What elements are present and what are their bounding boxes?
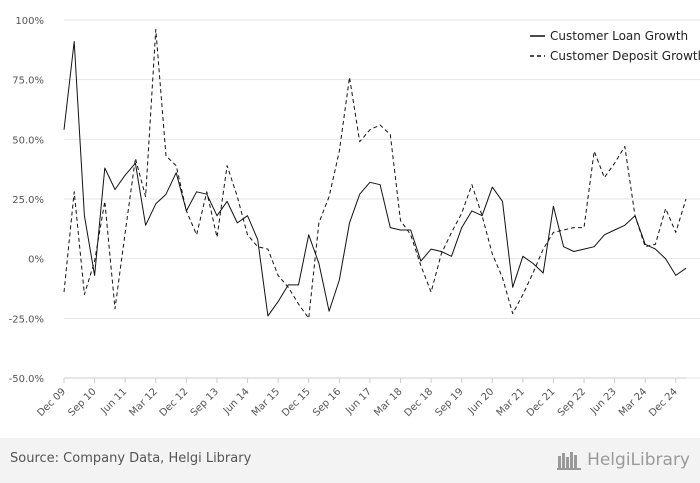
x-tick-label: Sep 22 [556, 386, 588, 418]
legend: Customer Loan Growth Customer Deposit Gro… [530, 29, 700, 63]
x-tick-label: Sep 10 [66, 386, 98, 418]
x-tick-label: Jun 23 [588, 386, 619, 417]
legend-label: Customer Loan Growth [550, 29, 688, 43]
series-lines [63, 29, 687, 319]
y-axis-tick-labels: 100% 75.0% 50.0% 25.0% 0% -25.0% -50.0% [9, 16, 44, 385]
gridlines [64, 19, 700, 379]
helgi-library-logo: Helgi Library [557, 448, 690, 472]
y-tick-label: 0% [28, 255, 44, 266]
x-tick-label: Dec 09 [35, 386, 68, 419]
brand-name-first: Helgi [587, 450, 631, 470]
series-line-loan-growth [63, 41, 687, 317]
brand-name-second: Library [630, 450, 690, 470]
x-tick-label: Mar 18 [372, 386, 404, 418]
x-tick-label: Mar 15 [250, 386, 282, 418]
x-tick-label: Dec 15 [280, 386, 313, 419]
x-tick-label: Mar 12 [128, 386, 160, 418]
y-tick-label: 100% [15, 16, 44, 27]
y-tick-label: -25.0% [9, 314, 44, 325]
x-tick-label: Jun 17 [343, 386, 374, 417]
x-tick-label: Dec 24 [647, 386, 680, 419]
x-tick-label: Dec 21 [525, 386, 558, 419]
legend-label: Customer Deposit Growth [550, 49, 700, 63]
series-line-deposit-growth [63, 29, 687, 319]
footer: Source: Company Data, Helgi Library Helg… [0, 438, 700, 483]
x-tick-label: Dec 12 [158, 386, 191, 419]
x-tick-label: Mar 24 [617, 386, 649, 418]
source-text: Source: Company Data, Helgi Library [10, 451, 252, 466]
y-tick-label: -50.0% [9, 374, 44, 385]
x-tick-label: Jun 11 [99, 386, 130, 417]
x-tick-label: Sep 16 [311, 386, 343, 418]
y-tick-label: 25.0% [12, 195, 44, 206]
x-tick-label: Jun 14 [221, 386, 252, 417]
x-tick-label: Sep 19 [433, 386, 465, 418]
line-chart: 100% 75.0% 50.0% 25.0% 0% -25.0% -50.0% Dec 09… [9, 16, 700, 419]
library-icon [557, 452, 582, 470]
x-tick-label: Jun 20 [466, 386, 497, 417]
x-tick-label: Dec 18 [402, 386, 435, 419]
y-tick-label: 50.0% [12, 135, 44, 146]
y-tick-label: 75.0% [12, 76, 44, 87]
x-tick-label: Mar 21 [495, 386, 527, 418]
x-tick-label: Sep 13 [189, 386, 221, 418]
